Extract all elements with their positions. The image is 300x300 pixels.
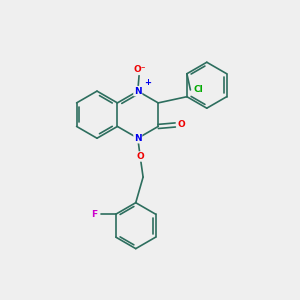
Text: Cl: Cl	[194, 85, 203, 94]
Text: O: O	[177, 121, 185, 130]
Text: F: F	[91, 210, 97, 219]
Text: N: N	[134, 134, 142, 143]
Text: +: +	[144, 78, 151, 87]
Text: O⁻: O⁻	[134, 65, 146, 74]
Text: N: N	[134, 87, 142, 96]
Text: O: O	[136, 152, 144, 161]
